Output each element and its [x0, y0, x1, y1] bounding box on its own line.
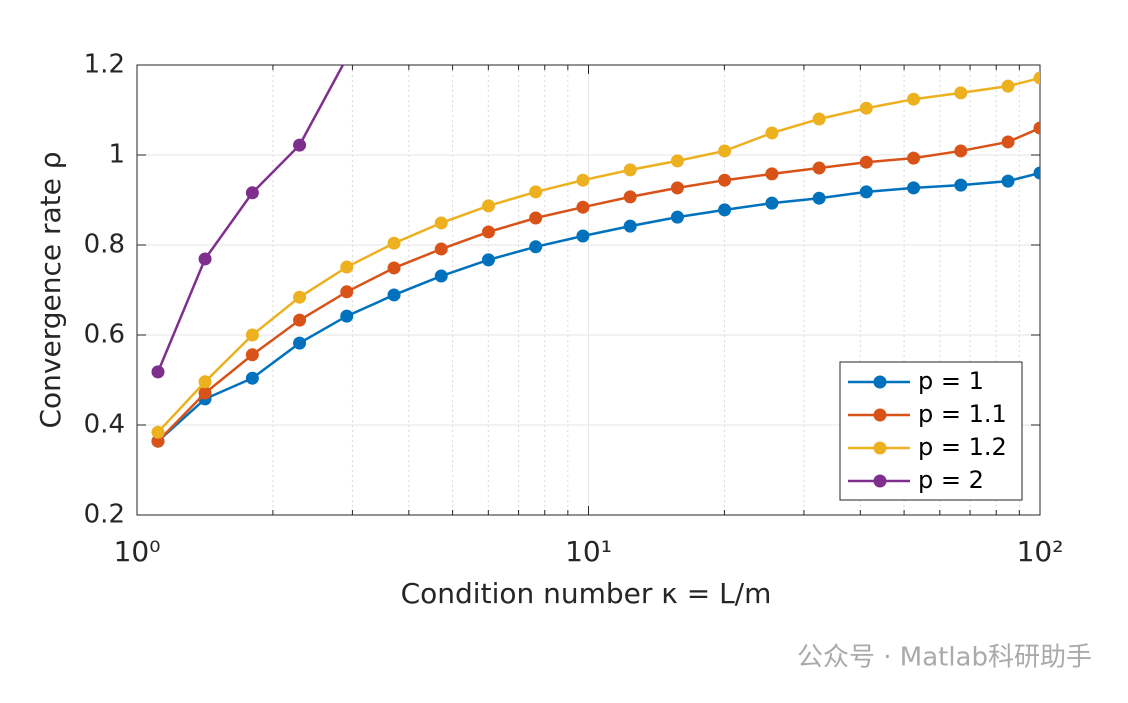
- data-point: [340, 285, 354, 299]
- legend-label: p = 1: [918, 367, 984, 395]
- series-line: [157, 171, 1040, 443]
- y-tick-label: 0.8: [84, 230, 125, 260]
- data-point: [576, 173, 590, 187]
- y-tick-label: 0.4: [84, 410, 125, 440]
- data-point: [293, 336, 307, 350]
- data-point: [434, 269, 448, 283]
- data-point: [1001, 174, 1015, 188]
- series-line: [157, 126, 1040, 443]
- data-point: [812, 161, 826, 175]
- x-tick-label: 10²: [1017, 535, 1064, 568]
- data-point: [812, 191, 826, 205]
- data-point: [765, 196, 779, 210]
- data-point: [623, 190, 637, 204]
- data-point: [1001, 79, 1015, 93]
- data-point: [954, 86, 968, 100]
- data-point: [529, 185, 543, 199]
- data-point: [812, 112, 826, 126]
- data-point: [293, 290, 307, 304]
- data-point: [1033, 121, 1040, 135]
- data-point: [387, 236, 401, 250]
- data-point: [245, 348, 259, 362]
- data-point: [1001, 135, 1015, 149]
- data-point: [198, 252, 212, 266]
- data-point: [670, 210, 684, 224]
- data-point: [718, 144, 732, 158]
- legend-marker: [873, 474, 887, 488]
- data-point: [907, 92, 921, 106]
- legend-marker: [873, 408, 887, 422]
- data-point: [954, 178, 968, 192]
- data-point: [387, 288, 401, 302]
- y-tick-label: 1.2: [84, 50, 125, 80]
- watermark: 公众号 · Matlab科研助手: [797, 643, 1092, 673]
- data-point: [198, 375, 212, 389]
- data-point: [718, 203, 732, 217]
- x-tick-label: 10¹: [565, 535, 612, 568]
- data-point: [529, 240, 543, 254]
- legend-label: p = 1.2: [918, 433, 1007, 461]
- data-point: [718, 173, 732, 187]
- data-point: [670, 154, 684, 168]
- data-point: [623, 163, 637, 177]
- data-point: [434, 242, 448, 256]
- data-point: [907, 151, 921, 165]
- data-point: [859, 185, 873, 199]
- data-point: [765, 126, 779, 140]
- data-point: [245, 328, 259, 342]
- y-tick-label: 0.2: [84, 500, 125, 530]
- data-point: [623, 219, 637, 233]
- data-point: [387, 261, 401, 275]
- legend-label: p = 1.1: [918, 400, 1007, 428]
- data-point: [859, 101, 873, 115]
- data-point: [481, 199, 495, 213]
- data-point: [576, 200, 590, 214]
- data-point: [954, 144, 968, 158]
- data-point: [198, 386, 212, 400]
- data-point: [293, 138, 307, 152]
- data-point: [765, 167, 779, 181]
- data-point: [151, 434, 165, 448]
- data-point: [340, 309, 354, 323]
- data-point: [1033, 71, 1040, 85]
- data-point: [576, 229, 590, 243]
- plot-area: [151, 65, 1040, 448]
- data-point: [529, 211, 543, 225]
- data-point: [481, 225, 495, 239]
- data-point: [151, 365, 165, 379]
- data-point: [670, 181, 684, 195]
- data-point: [481, 253, 495, 267]
- plot-frame: [136, 64, 1041, 516]
- data-point: [245, 371, 259, 385]
- y-tick-label: 0.6: [84, 320, 125, 350]
- data-point: [907, 181, 921, 195]
- legend-box: [839, 361, 1023, 501]
- legend-marker: [873, 441, 887, 455]
- data-point: [245, 186, 259, 200]
- legend-label: p = 2: [918, 466, 984, 494]
- y-axis-label: Convergence rate ρ: [34, 151, 67, 428]
- data-point: [434, 216, 448, 230]
- data-point: [151, 425, 165, 439]
- legend-marker: [873, 375, 887, 389]
- y-tick-label: 1: [108, 140, 125, 170]
- data-point: [293, 313, 307, 327]
- x-axis-label: Condition number κ = L/m: [401, 577, 772, 610]
- data-point: [1033, 166, 1040, 180]
- data-point: [859, 155, 873, 169]
- data-point: [340, 260, 354, 274]
- series-line: [157, 76, 1040, 434]
- x-tick-label: 10⁰: [114, 535, 161, 568]
